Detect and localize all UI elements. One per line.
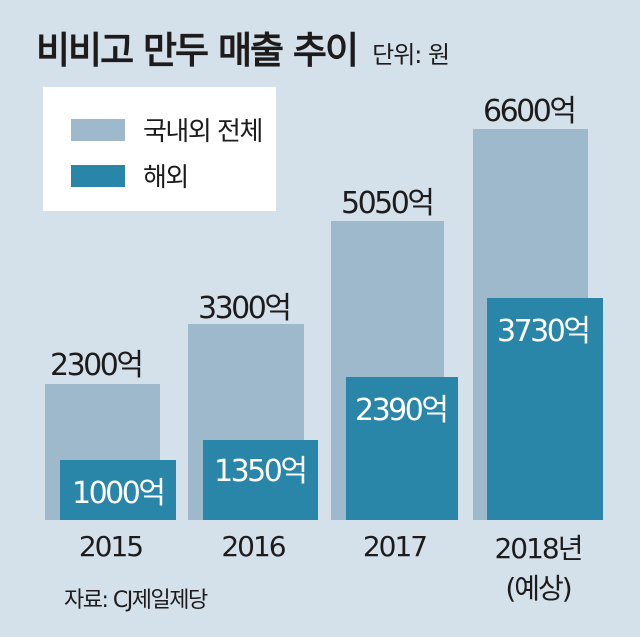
value-total-2016: 3300억 — [198, 291, 292, 326]
x-label-2018: 2018년 — [494, 532, 583, 565]
bar-overseas-2018 — [487, 298, 603, 520]
value-overseas-2018: 3730억 — [497, 314, 591, 349]
value-overseas-2017: 2390억 — [355, 393, 449, 428]
value-total-2017: 5050억 — [341, 186, 435, 221]
bar-overseas-2017 — [346, 377, 458, 520]
legend-item-overseas: 해외 — [71, 157, 189, 194]
legend: 국내외 전체 해외 — [43, 87, 276, 211]
legend-swatch-total — [71, 118, 125, 141]
value-overseas-2015: 1000억 — [72, 476, 166, 511]
chart-title-row: 비비고 만두 매출 추이 단위: 원 — [36, 20, 450, 74]
legend-item-total: 국내외 전체 — [71, 111, 263, 148]
value-total-2015: 2300억 — [50, 348, 144, 383]
x-label-2018-note: (예상) — [505, 572, 572, 605]
x-label-2017: 2017 — [362, 530, 428, 563]
legend-swatch-overseas — [71, 164, 125, 187]
x-label-2015: 2015 — [78, 530, 144, 563]
value-overseas-2016: 1350억 — [214, 454, 308, 489]
bar-overseas-2015 — [60, 460, 176, 520]
chart-title: 비비고 만두 매출 추이 — [36, 29, 359, 72]
source-note: 자료: CJ제일제당 — [64, 588, 208, 613]
legend-label-overseas: 해외 — [143, 163, 189, 193]
bar-overseas-2016 — [203, 440, 318, 520]
legend-label-total: 국내외 전체 — [143, 117, 263, 147]
x-label-2016: 2016 — [221, 530, 286, 563]
value-total-2018: 6600억 — [483, 94, 577, 129]
unit-label: 단위: 원 — [372, 41, 450, 69]
